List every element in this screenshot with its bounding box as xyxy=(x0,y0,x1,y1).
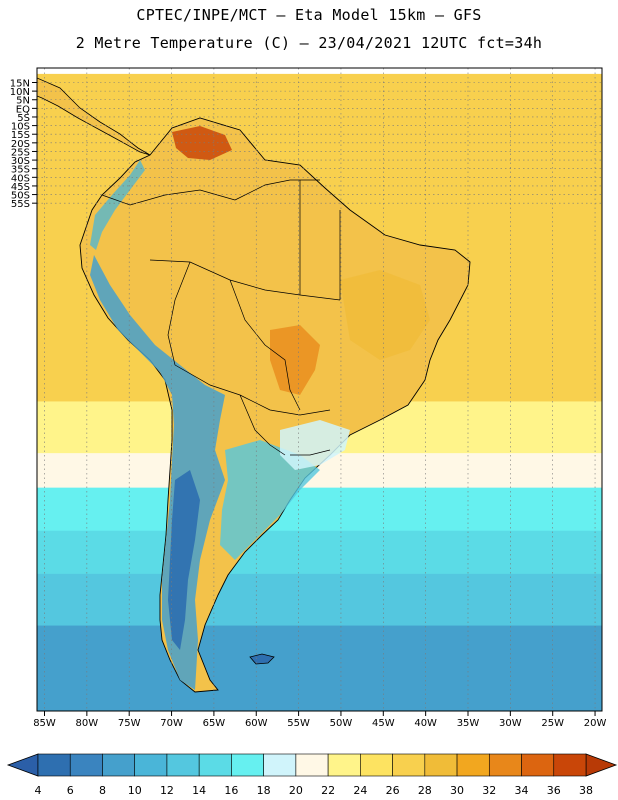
latitude-labels: 15N10N5NEQ5S10S15S20S25S30S35S40S45S50S5… xyxy=(10,79,37,210)
colorbar-label: 24 xyxy=(353,784,367,797)
colorbar-label: 38 xyxy=(579,784,593,797)
colorbar-label: 10 xyxy=(128,784,142,797)
lon-label: 60W xyxy=(245,718,268,729)
ocean-band xyxy=(37,625,602,711)
lon-label: 30W xyxy=(499,718,522,729)
colorbar-cell xyxy=(392,753,426,777)
colorbar-cell xyxy=(456,753,490,777)
lat-label: EQ xyxy=(16,104,30,115)
andes-cool-region-central xyxy=(90,255,225,690)
land-temperature-field xyxy=(37,77,471,693)
colorbar-label: 22 xyxy=(321,784,335,797)
colorbar-cell xyxy=(488,753,522,777)
colorbar-cell xyxy=(553,753,587,777)
lat-label: 55S xyxy=(11,199,30,210)
colorbar-cell xyxy=(37,753,71,777)
colorbar-label: 18 xyxy=(257,784,271,797)
colorbar-cell xyxy=(134,753,168,777)
longitude-labels: 85W 80W 75W 70W 65W 60W 55W 50W 45W 40W 35W 30W 25W 2… xyxy=(33,711,606,729)
colorbar-label: 6 xyxy=(67,784,74,797)
lat-label: 25S xyxy=(11,147,30,158)
ocean-band xyxy=(37,530,602,575)
ocean-band xyxy=(37,487,602,532)
lat-label: 30S xyxy=(11,156,30,167)
colorbar-cell xyxy=(231,753,264,777)
colorbar-cell xyxy=(521,753,555,777)
colorbar-cell xyxy=(198,753,232,777)
northeast-brazil-warm-region xyxy=(340,270,430,360)
title-line-1: CPTEC/INPE/MCT – Eta Model 15km – GFS xyxy=(136,6,482,24)
lon-label: 65W xyxy=(203,718,226,729)
colorbar-label: 16 xyxy=(224,784,238,797)
colorbar-cell xyxy=(295,753,329,777)
lon-label: 55W xyxy=(287,718,310,729)
lat-label: 35S xyxy=(11,165,30,176)
colorbar-cell xyxy=(263,753,297,777)
falkland-islands xyxy=(249,653,275,665)
colorbar-label: 14 xyxy=(192,784,206,797)
colorbar-cell xyxy=(102,753,136,777)
lon-label: 50W xyxy=(330,718,353,729)
colorbar-label: 36 xyxy=(547,784,561,797)
colorbar-label: 26 xyxy=(386,784,400,797)
temperature-colorbar: 4 6 8 10 12 14 16 18 20 22 24 26 28 30 32 34 36 38 xyxy=(6,753,618,797)
lat-label: 50S xyxy=(11,191,30,202)
title-line-2: 2 Metre Temperature (C) – 23/04/2021 12U… xyxy=(75,34,543,52)
colorbar-under-arrow xyxy=(6,753,39,777)
southern-brazil-cool-region xyxy=(280,420,350,470)
lon-label: 25W xyxy=(541,718,564,729)
lat-label: 5N xyxy=(16,96,30,107)
colorbar-label: 8 xyxy=(99,784,106,797)
colorbar-cells xyxy=(6,753,618,777)
colorbar-label: 4 xyxy=(35,784,42,797)
lon-label: 40W xyxy=(414,718,437,729)
colorbar-label: 28 xyxy=(418,784,432,797)
central-america-land xyxy=(37,77,151,156)
colorbar-label: 20 xyxy=(289,784,303,797)
colorbar-label: 30 xyxy=(450,784,464,797)
colorbar-over-arrow xyxy=(585,753,618,777)
lat-label: 5S xyxy=(17,113,30,124)
colorbar-cell xyxy=(69,753,103,777)
lat-label: 40S xyxy=(11,173,30,184)
lon-label: 20W xyxy=(584,718,607,729)
andes-cool-region-north xyxy=(90,160,145,250)
colorbar-label: 32 xyxy=(482,784,496,797)
lon-label: 80W xyxy=(76,718,99,729)
lat-label: 10S xyxy=(11,122,30,133)
colorbar-label: 12 xyxy=(160,784,174,797)
lat-label: 15N xyxy=(10,79,30,90)
lat-label: 15S xyxy=(11,130,30,141)
patagonia-cold-core xyxy=(168,470,200,650)
colorbar-labels: 4 6 8 10 12 14 16 18 20 22 24 26 28 30 32 34 36 38 xyxy=(35,784,594,797)
lon-label: 45W xyxy=(372,718,395,729)
colorbar-cell xyxy=(327,753,361,777)
colorbar-label: 34 xyxy=(515,784,529,797)
colorbar-cell xyxy=(166,753,200,777)
lat-label: 10N xyxy=(10,87,30,98)
lon-label: 35W xyxy=(457,718,480,729)
lat-label: 20S xyxy=(11,139,30,150)
ocean-band xyxy=(37,573,602,627)
country-borders xyxy=(101,179,341,456)
colorbar-cell xyxy=(424,753,458,777)
central-brazil-hot-region xyxy=(270,325,320,395)
lon-label: 70W xyxy=(160,718,183,729)
lat-label: 45S xyxy=(11,182,30,193)
lat-lon-gridlines xyxy=(37,68,602,711)
lon-label: 75W xyxy=(118,718,141,729)
colorbar-cell xyxy=(360,753,393,777)
lon-label: 85W xyxy=(33,718,56,729)
map-frame xyxy=(36,67,603,712)
